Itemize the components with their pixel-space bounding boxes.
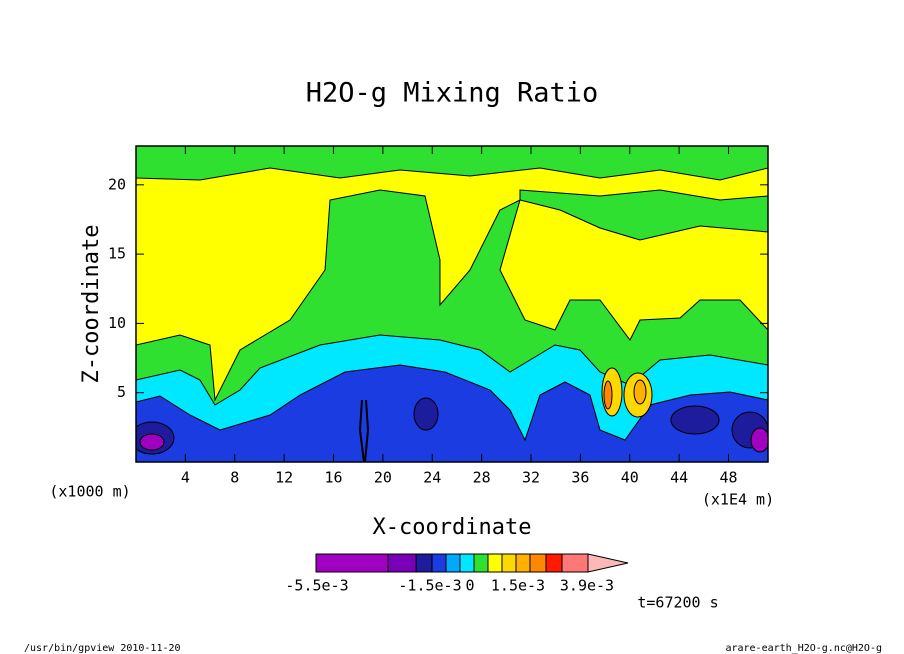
x-tick-label: 28	[473, 469, 491, 487]
colorbar-segment	[545, 553, 563, 573]
colorbar-segment	[415, 553, 433, 573]
y-tick-label: 20	[108, 175, 126, 193]
x-axis-title: X-coordinate	[373, 515, 532, 540]
colorbar-segment	[529, 553, 547, 573]
footer-right: arare-earth_H2O-g.nc@H2O-g	[725, 643, 882, 654]
y-axis-title: Z-coordinate	[79, 225, 104, 384]
colorbar-segment	[561, 553, 589, 573]
x-tick-label: 8	[230, 469, 239, 487]
x-unit: (x1E4 m)	[702, 491, 774, 509]
y-unit: (x1000 m)	[49, 483, 130, 501]
colorbar-segment	[515, 553, 531, 573]
colorbar-tick-label: 1.5e-3	[491, 577, 545, 595]
colorbar-segment	[473, 553, 489, 573]
x-tick-label: 12	[275, 469, 293, 487]
colorbar-tick-label: 3.9e-3	[560, 577, 614, 595]
colorbar-tick-label: 0	[465, 577, 474, 595]
colorbar-tick-label: -1.5e-3	[398, 577, 461, 595]
colorbar-segment	[487, 553, 503, 573]
colorbar-segment	[315, 553, 389, 573]
plot-frame	[135, 145, 769, 463]
colorbar-segment	[445, 553, 461, 573]
colorbar-segment	[459, 553, 475, 573]
colorbar-extension	[587, 553, 629, 573]
colorbar-segment	[501, 553, 517, 573]
x-tick-label: 16	[324, 469, 342, 487]
contour-field	[136, 146, 768, 462]
y-tick-label: 10	[108, 314, 126, 332]
colorbar-segment	[431, 553, 447, 573]
x-tick-label: 36	[571, 469, 589, 487]
x-tick-label: 20	[374, 469, 392, 487]
colorbar-tick-label: -5.5e-3	[285, 577, 348, 595]
x-tick-label: 40	[621, 469, 639, 487]
x-tick-label: 24	[423, 469, 441, 487]
x-tick-label: 32	[522, 469, 540, 487]
chart-title: H2O-g Mixing Ratio	[306, 78, 599, 109]
colorbar-segment	[387, 553, 417, 573]
y-tick-label: 5	[117, 383, 126, 401]
x-tick-label: 44	[670, 469, 688, 487]
footer-left: /usr/bin/gpview 2010-11-20	[24, 643, 181, 654]
x-tick-label: 48	[719, 469, 737, 487]
y-tick-label: 15	[108, 245, 126, 263]
x-tick-label: 4	[181, 469, 190, 487]
time-label: t=67200 s	[637, 594, 718, 612]
